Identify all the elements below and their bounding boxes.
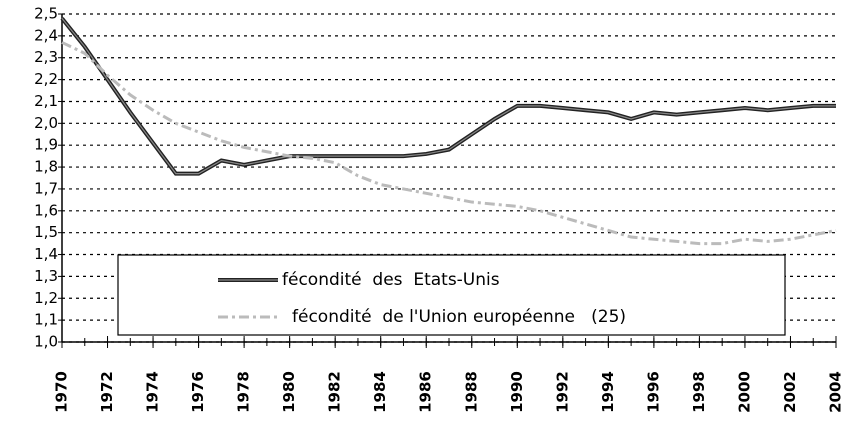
y-tick-label: 1,7 <box>34 179 58 197</box>
y-tick-label: 1,8 <box>34 158 58 176</box>
y-tick-label: 2,1 <box>34 92 58 110</box>
x-tick-label: 1988 <box>462 371 480 413</box>
x-tick-label: 1986 <box>417 371 435 413</box>
line <box>61 17 836 175</box>
x-tick-label: 2004 <box>827 371 843 413</box>
y-tick-label: 1,0 <box>34 333 58 351</box>
y-tick-label: 2,0 <box>34 114 58 132</box>
y-tick-label: 1,5 <box>34 223 58 241</box>
y-tick-label: 1,6 <box>34 201 58 219</box>
x-tick-label: 1972 <box>98 371 116 413</box>
legend-label: fécondité des Etats-Unis <box>282 270 500 290</box>
y-tick-label: 1,1 <box>34 311 58 329</box>
x-tick-label: 1976 <box>189 371 207 413</box>
x-tick-label: 1990 <box>508 371 526 413</box>
x-tick-label: 1984 <box>371 371 389 413</box>
y-tick-label: 1,3 <box>34 267 58 285</box>
y-tick-label: 2,3 <box>34 48 58 66</box>
x-tick-label: 1978 <box>235 371 253 413</box>
line <box>61 41 837 246</box>
legend-box <box>117 254 786 336</box>
legend-label: fécondité de l'Union européenne (25) <box>292 307 626 327</box>
x-tick-label: 1994 <box>599 371 617 413</box>
x-tick-label: 1982 <box>326 371 344 413</box>
x-tick-label: 1992 <box>553 371 571 413</box>
y-tick-label: 1,9 <box>34 136 58 154</box>
y-tick-label: 2,4 <box>34 26 58 44</box>
x-tick-label: 2002 <box>781 371 799 413</box>
x-tick-label: 1998 <box>690 371 708 413</box>
y-tick-label: 1,4 <box>34 245 58 263</box>
x-tick-label: 1970 <box>53 371 71 413</box>
line-outline <box>60 17 836 176</box>
y-tick-label: 2,5 <box>34 5 58 23</box>
y-tick-label: 2,2 <box>34 70 58 88</box>
x-tick-label: 2000 <box>735 371 753 413</box>
y-tick-label: 1,2 <box>34 289 58 307</box>
x-tick-label: 1974 <box>144 371 162 413</box>
x-tick-label: 1980 <box>280 371 298 413</box>
x-tick-label: 1996 <box>644 371 662 413</box>
